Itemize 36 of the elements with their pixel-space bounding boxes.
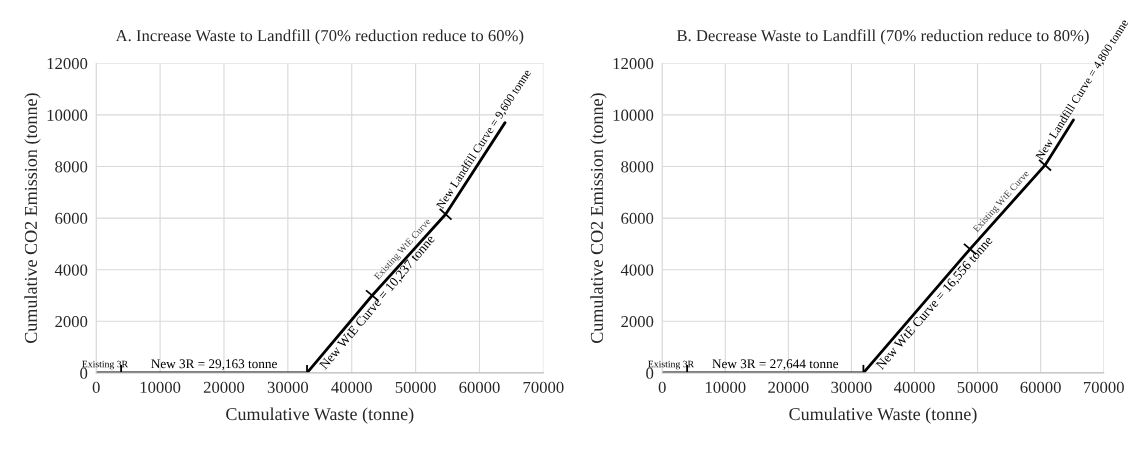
y-tick-label: 6000 (621, 212, 654, 225)
y-tick-label: 12000 (613, 57, 654, 70)
x-tick-label: 10000 (705, 381, 746, 393)
y-axis-title: Cumulative CO2 Emission (tonne) (590, 93, 607, 343)
annotation: New 3R = 29,163 tonne (151, 359, 277, 371)
y-tick-label: 2000 (621, 316, 654, 328)
x-tick-label: 60000 (1020, 381, 1061, 393)
x-tick-label: 40000 (331, 381, 372, 393)
x-tick-label: 30000 (831, 381, 872, 393)
x-tick-label: 10000 (140, 381, 181, 393)
x-tick-label: 70000 (1083, 381, 1124, 393)
x-tick-label: 0 (658, 381, 666, 393)
x-axis-title: Cumulative Waste (tonne) (789, 407, 977, 424)
x-tick-label: 20000 (203, 381, 245, 393)
x-tick-label: 40000 (893, 381, 935, 393)
y-tick-label: 10000 (47, 109, 88, 121)
y-axis-title: Cumulative CO2 Emission (tonne) (24, 93, 41, 343)
y-tick-label: 2000 (55, 316, 88, 328)
y-tick-label: 12000 (47, 57, 88, 70)
x-tick-label: 70000 (523, 381, 564, 393)
y-tick-label: 6000 (55, 212, 88, 225)
x-axis-title: Cumulative Waste (tonne) (226, 407, 414, 424)
y-tick-label: 4000 (54, 264, 88, 276)
x-tick-label: 50000 (957, 381, 998, 393)
x-tick-label: 0 (92, 381, 100, 393)
y-tick-label: 8000 (621, 161, 654, 173)
annotation: New 3R = 27,644 tonne (712, 359, 839, 371)
x-tick-label: 50000 (395, 381, 436, 393)
x-tick-label: 60000 (459, 381, 500, 393)
y-tick-label: 4000 (620, 264, 654, 276)
chart-title: B. Decrease Waste to Landfill (70% reduction reduce to 80%) (676, 29, 1089, 45)
y-tick-label: 10000 (613, 109, 654, 121)
x-tick-label: 20000 (768, 381, 809, 393)
y-tick-label: 8000 (55, 161, 88, 173)
chart-title: A. Increase Waste to Landfill (70% reduction reduce to 60%) (115, 29, 524, 45)
x-tick-label: 30000 (267, 381, 309, 393)
